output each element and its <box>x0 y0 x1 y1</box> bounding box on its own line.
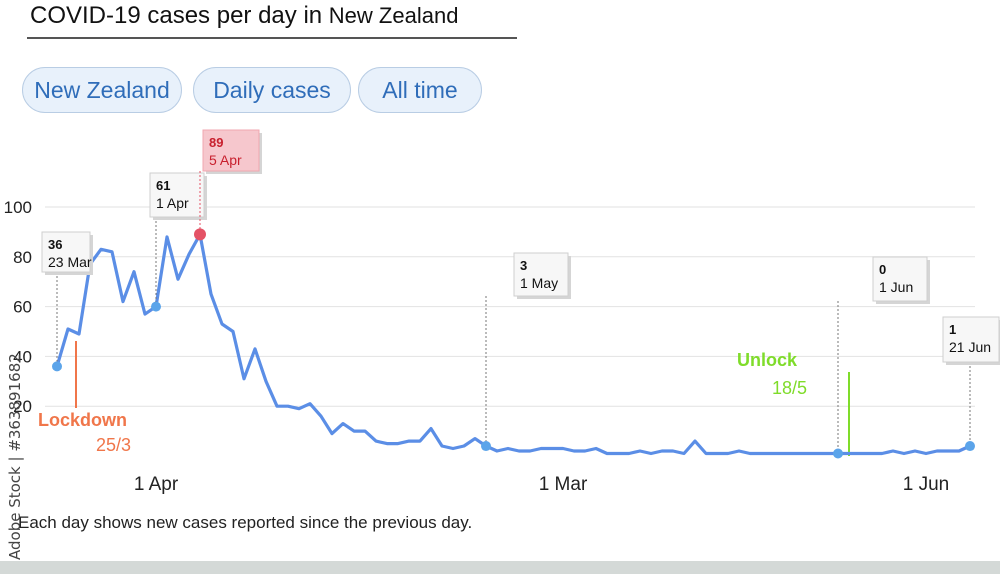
footnote: Each day shows new cases reported since … <box>18 513 473 532</box>
unlock-date: 18/5 <box>772 378 807 398</box>
lockdown-label: Lockdown <box>38 410 127 430</box>
x-tick-label: 1 Apr <box>134 474 179 495</box>
callout-box <box>942 316 1000 363</box>
callout-box <box>149 172 205 218</box>
data-point <box>151 301 161 312</box>
callout-date: 23 Mar <box>48 254 92 270</box>
metric-filter-button[interactable]: Daily cases <box>193 67 351 113</box>
value-callout: 1 21 Jun <box>942 316 1000 447</box>
callout-box <box>513 252 569 297</box>
lockdown-date: 25/3 <box>96 435 131 455</box>
y-tick-label: 20 <box>13 397 32 416</box>
callout-value: 1 <box>949 322 956 337</box>
y-tick-label: 40 <box>13 347 32 366</box>
value-callout: 36 23 Mar <box>41 231 93 367</box>
value-callout: 3 1 May <box>485 252 571 447</box>
range-filter-button[interactable]: All time <box>358 67 482 113</box>
callout-date: 21 Jun <box>949 339 991 355</box>
callout-date: 1 May <box>520 275 558 291</box>
chart-title: COVID-19 cases per day in New Zealand <box>30 2 458 30</box>
data-point <box>965 441 975 452</box>
value-callout: 61 1 Apr <box>149 172 207 307</box>
x-tick-label: 1 Mar <box>539 474 588 495</box>
value-callout: 0 1 Jun <box>837 256 930 454</box>
title-location: New Zealand <box>328 3 459 28</box>
data-point <box>481 441 491 452</box>
callout-value: 0 <box>879 262 886 277</box>
series-line <box>55 232 972 456</box>
stock-watermark: Adobe Stock | #363891682 <box>6 353 24 560</box>
callout-value: 3 <box>520 258 527 273</box>
title-underline <box>27 37 517 39</box>
callout-value: 89 <box>209 135 223 150</box>
callout-value: 61 <box>156 178 170 193</box>
callout-value: 36 <box>48 237 62 252</box>
callout-date: 1 Jun <box>879 279 913 295</box>
data-point <box>833 448 843 459</box>
y-tick-label: 80 <box>13 248 32 267</box>
bottom-bar <box>0 561 1000 574</box>
callout-date: 1 Apr <box>156 195 189 211</box>
location-filter-button[interactable]: New Zealand <box>22 67 182 113</box>
callout-box <box>202 129 260 172</box>
callout-box <box>41 231 91 273</box>
x-tick-label: 1 Jun <box>903 474 949 495</box>
peak-point <box>194 228 206 241</box>
peak-callout: 89 5 Apr <box>199 129 262 235</box>
callout-box <box>872 256 928 302</box>
y-tick-label: 100 <box>4 198 32 217</box>
y-tick-label: 60 <box>13 298 32 317</box>
data-point <box>52 361 62 372</box>
unlock-label: Unlock <box>737 350 798 370</box>
title-main: COVID-19 cases per day in <box>30 2 323 29</box>
callout-date: 5 Apr <box>209 152 242 168</box>
